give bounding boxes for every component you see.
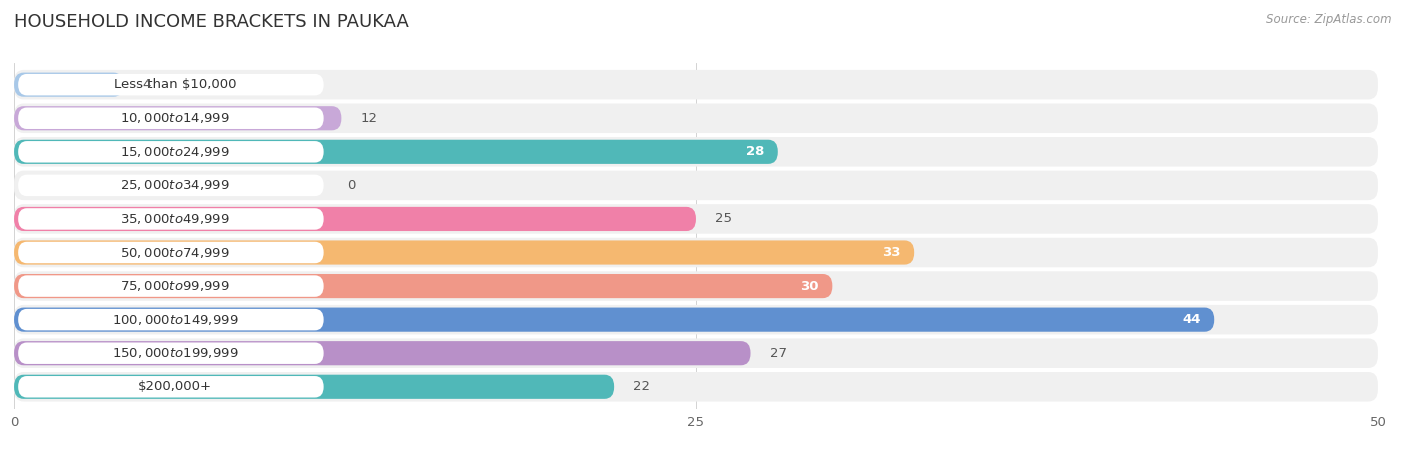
FancyBboxPatch shape	[14, 372, 1378, 401]
FancyBboxPatch shape	[18, 107, 323, 129]
FancyBboxPatch shape	[18, 343, 323, 364]
Text: HOUSEHOLD INCOME BRACKETS IN PAUKAA: HOUSEHOLD INCOME BRACKETS IN PAUKAA	[14, 13, 409, 31]
FancyBboxPatch shape	[14, 339, 1378, 368]
Text: 44: 44	[1182, 313, 1201, 326]
FancyBboxPatch shape	[14, 73, 124, 97]
Text: 25: 25	[716, 212, 733, 225]
Text: 33: 33	[882, 246, 900, 259]
Text: 22: 22	[633, 380, 650, 393]
Text: $15,000 to $24,999: $15,000 to $24,999	[120, 145, 229, 159]
Text: $35,000 to $49,999: $35,000 to $49,999	[120, 212, 229, 226]
Text: $50,000 to $74,999: $50,000 to $74,999	[120, 246, 229, 260]
FancyBboxPatch shape	[18, 208, 323, 230]
Text: 30: 30	[800, 280, 818, 293]
FancyBboxPatch shape	[14, 140, 778, 164]
FancyBboxPatch shape	[18, 309, 323, 330]
Text: $10,000 to $14,999: $10,000 to $14,999	[120, 111, 229, 125]
Text: $100,000 to $149,999: $100,000 to $149,999	[111, 313, 238, 326]
FancyBboxPatch shape	[14, 374, 614, 399]
Text: $150,000 to $199,999: $150,000 to $199,999	[111, 346, 238, 360]
Text: 27: 27	[769, 347, 786, 360]
FancyBboxPatch shape	[14, 271, 1378, 301]
FancyBboxPatch shape	[14, 207, 696, 231]
Text: 12: 12	[360, 112, 377, 125]
FancyBboxPatch shape	[14, 106, 342, 130]
Text: $25,000 to $34,999: $25,000 to $34,999	[120, 178, 229, 192]
Text: $200,000+: $200,000+	[138, 380, 212, 393]
Text: Less than $10,000: Less than $10,000	[114, 78, 236, 91]
FancyBboxPatch shape	[14, 341, 751, 365]
FancyBboxPatch shape	[14, 308, 1215, 332]
FancyBboxPatch shape	[14, 305, 1378, 335]
FancyBboxPatch shape	[18, 242, 323, 263]
Text: 4: 4	[142, 78, 150, 91]
FancyBboxPatch shape	[18, 141, 323, 163]
FancyBboxPatch shape	[14, 70, 1378, 99]
FancyBboxPatch shape	[14, 171, 1378, 200]
FancyBboxPatch shape	[14, 137, 1378, 167]
Text: 0: 0	[347, 179, 356, 192]
Text: 28: 28	[745, 145, 765, 158]
FancyBboxPatch shape	[14, 240, 914, 264]
FancyBboxPatch shape	[14, 204, 1378, 234]
FancyBboxPatch shape	[14, 274, 832, 298]
Text: Source: ZipAtlas.com: Source: ZipAtlas.com	[1267, 13, 1392, 26]
FancyBboxPatch shape	[18, 376, 323, 397]
FancyBboxPatch shape	[14, 238, 1378, 267]
FancyBboxPatch shape	[18, 175, 323, 196]
Text: $75,000 to $99,999: $75,000 to $99,999	[120, 279, 229, 293]
FancyBboxPatch shape	[18, 74, 323, 96]
FancyBboxPatch shape	[18, 275, 323, 297]
FancyBboxPatch shape	[14, 103, 1378, 133]
